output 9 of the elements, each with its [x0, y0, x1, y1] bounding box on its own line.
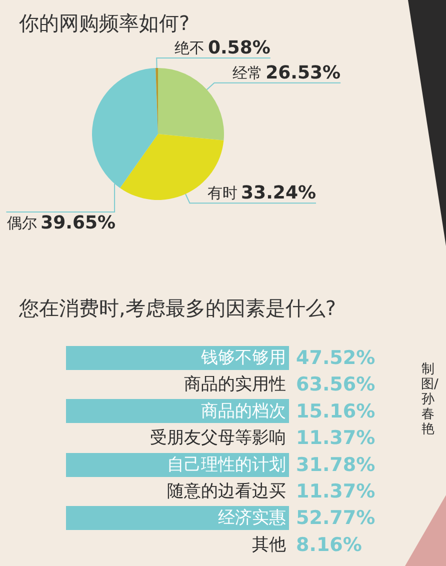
slice-label: 有时 [208, 184, 238, 202]
data-label: 33.24% [241, 182, 316, 204]
data-label: 26.53% [266, 62, 341, 84]
chart-title: 你的网购频率如何? [18, 11, 190, 35]
slice-label: 经常 [232, 64, 262, 82]
slice-label: 偶尔 [7, 214, 38, 232]
data-label: 0.58% [208, 38, 270, 59]
data-label: 39.65% [40, 212, 116, 234]
slice-label: 绝不 [174, 39, 205, 58]
